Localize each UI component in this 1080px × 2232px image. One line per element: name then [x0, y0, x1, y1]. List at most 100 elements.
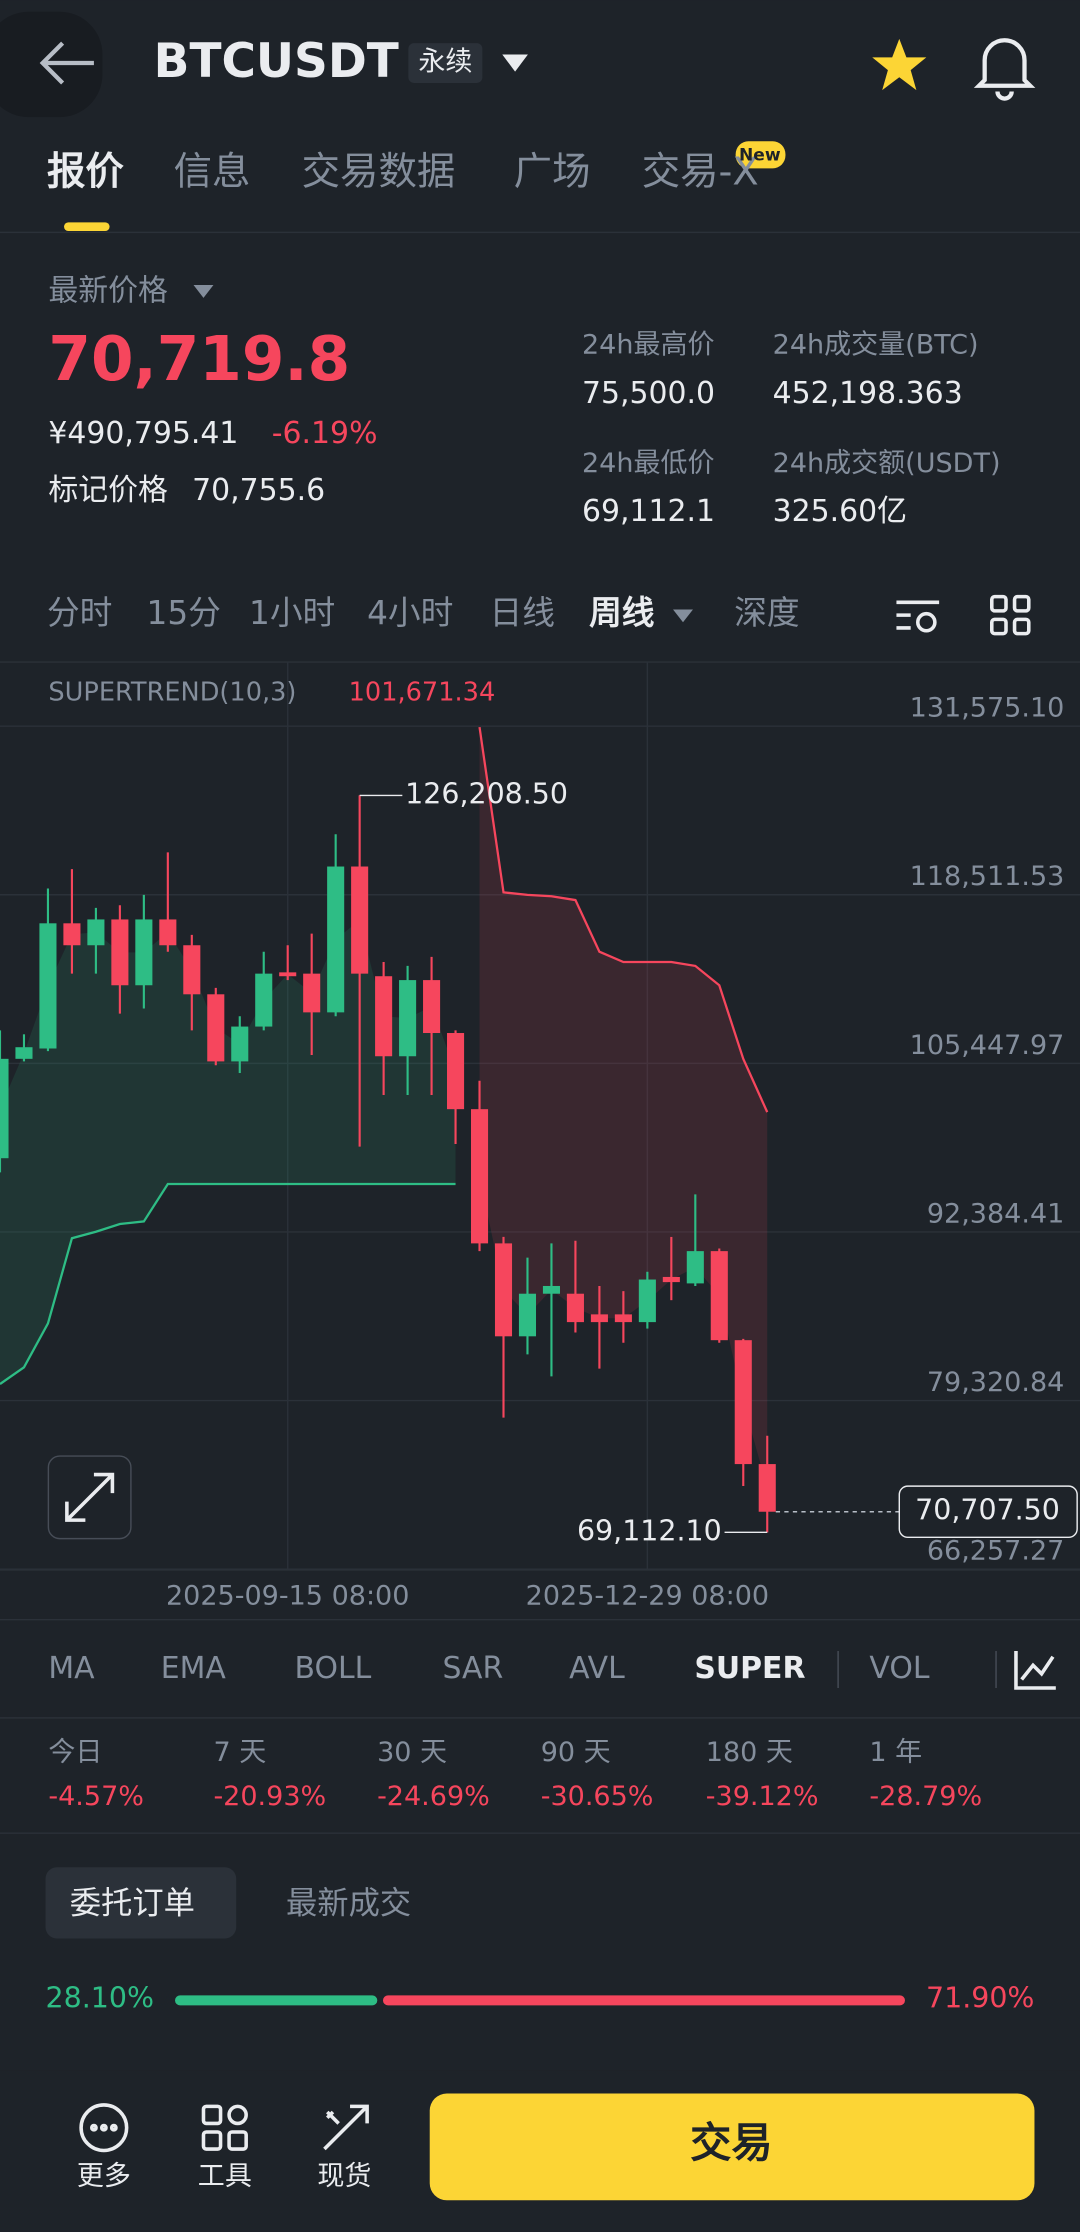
last-price-box [898, 1485, 1078, 1539]
last-price: 70,719.8 [48, 324, 350, 395]
indicator-tab[interactable]: AVL [569, 1651, 625, 1686]
nav-label[interactable]: 工具 [198, 2161, 252, 2192]
order-tab[interactable]: 委托订单 [70, 1885, 195, 1921]
candle-body [351, 866, 369, 974]
dropdown-icon[interactable] [673, 609, 693, 623]
chart-icon[interactable] [1014, 1651, 1056, 1690]
candle-body [327, 866, 345, 1013]
trade-button[interactable] [429, 2093, 1035, 2201]
indicator-tab[interactable]: EMA [161, 1651, 227, 1686]
nav-label[interactable]: 更多 [77, 2161, 131, 2192]
trade-button-label: 交易 [690, 2119, 773, 2167]
bell-icon[interactable] [973, 38, 1036, 101]
indicator-tab[interactable]: SUPER [694, 1651, 805, 1686]
supertrend-line [0, 1182, 456, 1385]
candle-body [39, 923, 57, 1049]
period-label: 1 年 [869, 1737, 922, 1768]
y-tick-label: 118,511.53 [910, 861, 1065, 892]
candle-body [279, 972, 297, 977]
expand-icon [65, 1472, 115, 1522]
candle-body [542, 1285, 560, 1294]
indicator-tab[interactable]: MA [48, 1651, 95, 1686]
candle-body [470, 1109, 489, 1244]
candle-body [566, 1293, 584, 1323]
dropdown-icon[interactable] [502, 54, 528, 72]
nav-label[interactable]: 现货 [317, 2161, 371, 2192]
tab-bg[interactable] [45, 1867, 237, 1939]
period-label: 180 天 [706, 1737, 793, 1768]
tab[interactable]: 交易-X [642, 150, 759, 195]
candle-body [63, 923, 81, 946]
title: BTCUSDT [154, 34, 399, 89]
period-label: 30 天 [377, 1737, 447, 1768]
sell-ratio-bar [382, 1995, 905, 2006]
new-badge-bg [735, 141, 786, 169]
candle-body [423, 980, 441, 1034]
tab[interactable]: 报价 [47, 150, 124, 195]
indicator-tab[interactable]: SAR [443, 1651, 504, 1686]
mark-price: 70,755.6 [192, 473, 325, 508]
settings-icon[interactable] [896, 600, 940, 633]
interval[interactable]: 4小时 [367, 594, 453, 632]
y-tick-label: 79,320.84 [927, 1367, 1065, 1398]
stat-label: 24h成交额(USDT) [773, 448, 1001, 479]
stat-label: 24h最高价 [582, 330, 715, 361]
indicator-tab[interactable]: BOLL [295, 1651, 372, 1686]
candle-body [447, 1033, 465, 1110]
y-tick-label: 66,257.27 [927, 1536, 1065, 1567]
star-icon[interactable] [872, 38, 927, 91]
stat-label: 24h最低价 [582, 448, 715, 479]
candle-body [710, 1251, 728, 1341]
chart: 126,208.50 69,112.10 70,707.50 131,575.10 11… [0, 662, 1080, 1570]
tab[interactable]: 广场 [514, 150, 591, 195]
badge: 永续 [418, 47, 472, 78]
interval[interactable]: 15分 [147, 594, 221, 632]
y-tick-label: 105,447.97 [910, 1030, 1065, 1061]
interval[interactable]: 1小时 [249, 594, 335, 632]
candle-body [111, 919, 129, 986]
candle-body [686, 1251, 704, 1284]
buy-ratio-bar [175, 1995, 378, 2006]
nav-icons [79, 2103, 369, 2153]
sell-ratio: 71.90% [926, 1982, 1034, 2015]
period-label: 90 天 [541, 1737, 611, 1768]
indicator-tab[interactable]: VOL [869, 1651, 929, 1686]
interval[interactable]: 日线 [489, 594, 554, 632]
candle-body [375, 976, 393, 1057]
order-tab[interactable]: 最新成交 [286, 1885, 411, 1921]
stat-label: 24h成交量(BTC) [773, 330, 979, 361]
period-change: -20.93% [213, 1781, 326, 1812]
dropdown-icon[interactable] [193, 285, 214, 298]
candle-body [638, 1279, 656, 1323]
tab[interactable]: 交易数据 [302, 150, 456, 195]
candle-body [399, 980, 417, 1057]
period-label: 7 天 [213, 1737, 266, 1768]
period-change: -39.12% [706, 1781, 819, 1812]
mark-label: 标记价格 [48, 473, 168, 508]
supertrend-line [478, 726, 769, 1113]
layout-icon[interactable] [990, 594, 1031, 636]
candle-body [231, 1026, 249, 1062]
tab[interactable]: 信息 [174, 150, 251, 195]
candle-body [303, 973, 321, 1013]
candle-body [183, 945, 201, 995]
candle-body [255, 973, 273, 1027]
interval[interactable]: 周线 [589, 594, 655, 632]
candle-body [662, 1276, 680, 1283]
y-tick-label: 131,575.10 [910, 693, 1065, 724]
stat-value: 452,198.363 [773, 376, 963, 411]
interval[interactable]: 分时 [47, 594, 112, 632]
x-tick-label: 2025-12-29 08:00 [526, 1580, 769, 1611]
y-tick-label: 92,384.41 [927, 1198, 1065, 1229]
supertrend-fill [0, 920, 456, 1385]
back-icon [39, 41, 94, 85]
x-tick-label: 2025-09-15 08:00 [166, 1580, 409, 1611]
interval[interactable]: 深度 [734, 594, 799, 632]
period-change: -28.79% [869, 1781, 982, 1812]
candle-body [758, 1464, 776, 1512]
candle-body [135, 919, 153, 986]
period-change: -24.69% [377, 1781, 490, 1812]
low-label: 69,112.10 [577, 1514, 722, 1547]
candle-body [0, 1058, 9, 1159]
